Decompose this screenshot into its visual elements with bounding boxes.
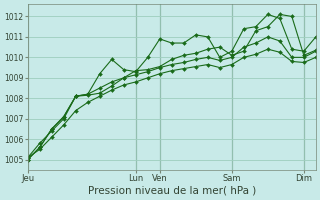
- X-axis label: Pression niveau de la mer( hPa ): Pression niveau de la mer( hPa ): [88, 186, 256, 196]
